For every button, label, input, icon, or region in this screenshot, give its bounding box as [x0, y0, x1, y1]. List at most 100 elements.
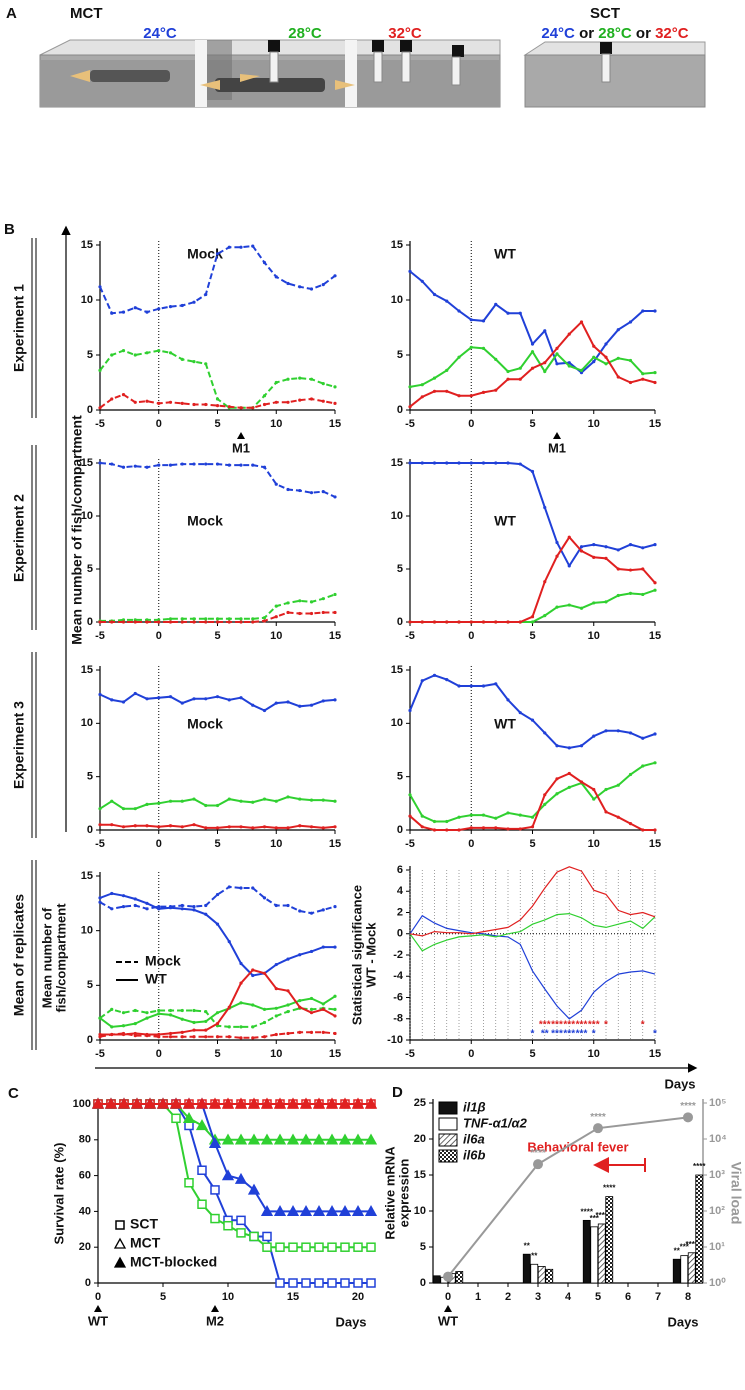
point	[239, 617, 243, 621]
x-tick-label: -5	[95, 630, 105, 642]
point	[333, 592, 337, 597]
point	[420, 814, 424, 818]
bar	[455, 1271, 464, 1284]
temp: 32°C	[655, 25, 689, 42]
point	[204, 1035, 208, 1039]
x-tick-label: 2	[505, 1291, 511, 1303]
point	[204, 1009, 208, 1014]
marker	[210, 1185, 220, 1195]
point	[604, 556, 608, 561]
marker	[156, 1097, 170, 1109]
point	[420, 620, 424, 624]
point	[530, 350, 535, 354]
marker	[299, 1097, 313, 1109]
point	[168, 799, 173, 803]
point	[227, 463, 231, 467]
series-line	[98, 1103, 371, 1141]
point	[333, 401, 337, 405]
point	[555, 346, 559, 350]
point	[286, 795, 290, 799]
point	[204, 1019, 208, 1024]
point	[251, 620, 255, 624]
point	[592, 543, 596, 547]
point	[309, 825, 314, 829]
point	[408, 461, 412, 465]
significance-stars: ***	[551, 1020, 563, 1031]
marker	[208, 1137, 222, 1149]
point	[192, 1020, 196, 1025]
point	[321, 1030, 325, 1034]
x-tick-label: 0	[468, 418, 474, 430]
point	[192, 300, 196, 304]
point	[321, 908, 325, 912]
point	[215, 462, 220, 466]
point	[262, 1007, 267, 1011]
point	[98, 368, 102, 372]
y-tick-label: 5	[87, 563, 93, 575]
x-tick-label: 15	[329, 1048, 341, 1060]
point	[180, 907, 184, 911]
point	[592, 787, 596, 792]
point	[628, 822, 633, 826]
marker	[260, 1133, 274, 1145]
marker	[364, 1133, 378, 1145]
point	[408, 793, 412, 797]
point	[215, 620, 220, 624]
panel-label: B	[4, 221, 15, 238]
point	[567, 361, 571, 365]
legend-label: il1β	[463, 1099, 486, 1114]
point	[309, 798, 314, 802]
point	[180, 1008, 184, 1013]
point	[251, 973, 255, 978]
point	[274, 962, 278, 967]
x-tick-label: 15	[649, 418, 661, 430]
point	[251, 617, 255, 621]
point	[641, 546, 645, 550]
point	[445, 828, 449, 832]
point	[262, 1035, 267, 1039]
point	[110, 823, 114, 827]
point	[180, 462, 184, 466]
point	[309, 377, 314, 381]
bar	[687, 1252, 696, 1284]
point	[616, 593, 620, 598]
point	[518, 827, 522, 831]
point	[408, 620, 412, 624]
significance-stars: ***	[539, 1020, 551, 1031]
y-tick-label: 15	[391, 457, 403, 469]
point	[408, 405, 412, 409]
y-tick-label: 0	[397, 404, 403, 416]
y2-tick-label: 10³	[709, 1169, 725, 1181]
temp: 28°C	[598, 25, 632, 42]
x-tick-label: -5	[405, 418, 415, 430]
point	[543, 614, 547, 618]
x-tick-label: 0	[156, 1048, 162, 1060]
point	[168, 463, 173, 467]
significance-stars: ***	[590, 1214, 600, 1223]
point	[298, 599, 302, 603]
legend-label: TNF-α1/α2	[463, 1115, 528, 1130]
point	[239, 1036, 243, 1040]
legend-swatch	[438, 1133, 458, 1147]
point	[494, 682, 498, 686]
point	[227, 940, 231, 944]
significance-stars: ****	[581, 1207, 594, 1216]
condition-label: Mock	[187, 246, 223, 262]
sct-label: SCT	[590, 5, 620, 22]
point	[121, 393, 126, 397]
marker	[340, 1278, 350, 1288]
viral-load-point	[593, 1123, 603, 1134]
point	[98, 620, 102, 624]
point	[121, 894, 126, 898]
point	[204, 697, 208, 701]
point	[180, 303, 184, 308]
point	[274, 275, 278, 279]
point	[567, 364, 571, 368]
point	[192, 905, 196, 909]
point	[567, 785, 571, 789]
x-tick-label: 0	[156, 630, 162, 642]
marker	[169, 1097, 183, 1109]
point	[309, 1030, 314, 1034]
point	[445, 461, 449, 465]
point	[98, 692, 102, 697]
